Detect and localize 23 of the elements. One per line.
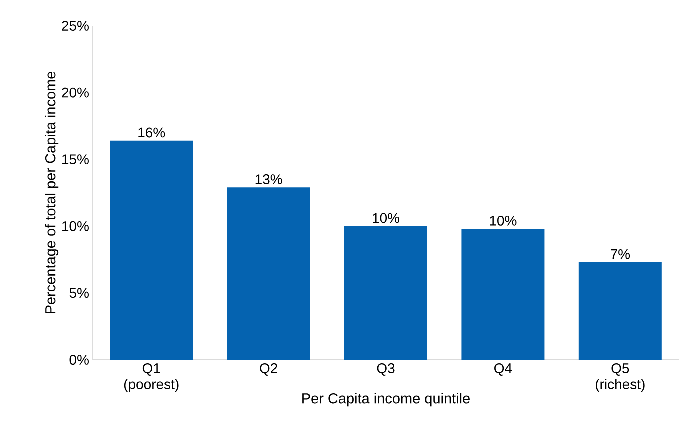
data-label: 16% <box>138 128 166 138</box>
y-axis-title: Percentage of total per Capita income <box>45 72 59 314</box>
data-label: 13% <box>256 174 282 184</box>
x-tick-label: Q3 <box>377 364 395 376</box>
y-tick-label: 10% <box>62 221 89 232</box>
bar <box>110 140 194 360</box>
data-label: 10% <box>490 216 517 226</box>
x-tick-label: Q5 (richest) <box>596 364 645 392</box>
data-label: 7% <box>611 249 630 260</box>
x-tick-label: Q2 <box>260 364 278 376</box>
y-tick-label: 15% <box>62 154 89 165</box>
y-tick-label: 5% <box>70 288 89 298</box>
bar <box>344 226 428 360</box>
x-tick-label: Q4 <box>494 364 512 376</box>
bar <box>462 229 545 360</box>
bar <box>578 262 662 360</box>
y-tick-label: 25% <box>62 21 89 31</box>
x-axis-title: Per Capita income quintile <box>302 393 470 407</box>
y-tick-label: 20% <box>62 88 89 98</box>
bar <box>227 188 310 360</box>
x-tick-label: Q1 (poorest) <box>124 364 179 392</box>
y-tick-label: 0% <box>70 355 89 365</box>
data-label: 10% <box>373 213 400 224</box>
